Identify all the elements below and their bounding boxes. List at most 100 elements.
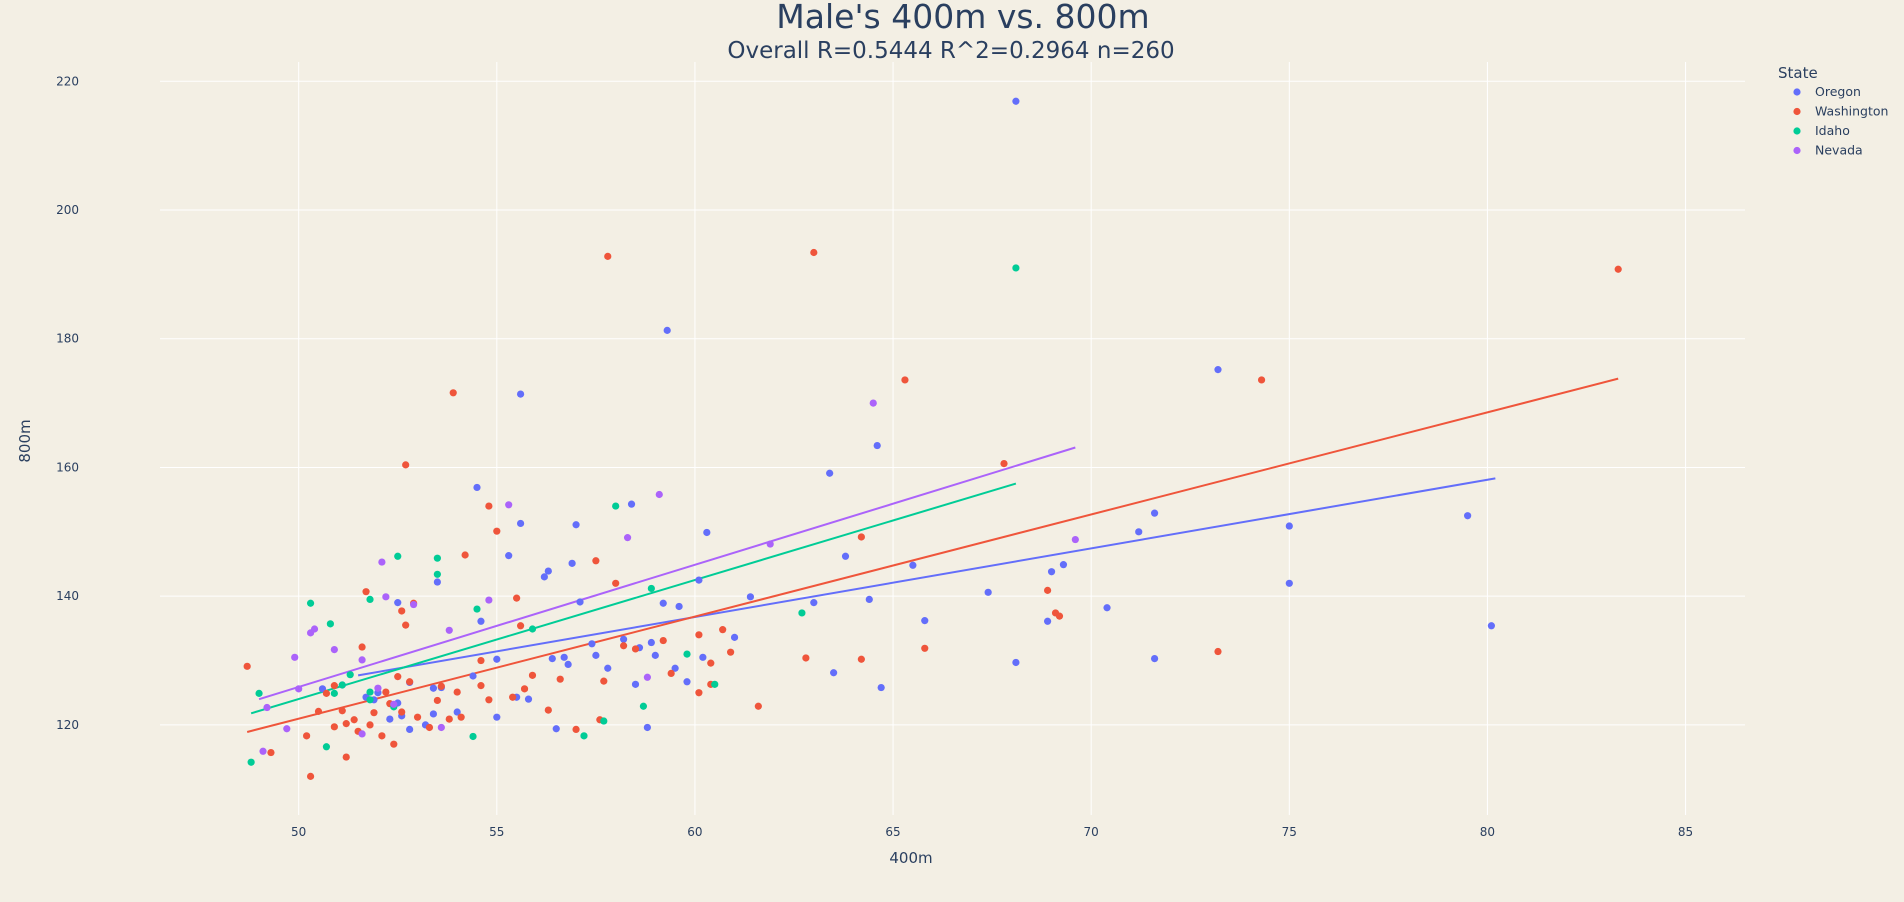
- legend-marker: [1793, 146, 1801, 155]
- point-washington: [600, 677, 608, 685]
- legend-label: Idaho: [1815, 123, 1850, 138]
- point-idaho: [1012, 264, 1020, 272]
- point-nevada: [869, 399, 877, 407]
- point-oregon: [826, 469, 834, 477]
- grid-lines: [160, 62, 1745, 815]
- point-washington: [362, 588, 370, 596]
- point-idaho: [326, 620, 334, 628]
- point-nevada: [485, 596, 493, 604]
- point-idaho: [600, 717, 608, 725]
- point-oregon: [592, 651, 600, 659]
- point-nevada: [358, 656, 366, 664]
- point-idaho: [580, 732, 588, 740]
- point-oregon: [841, 552, 850, 560]
- data-points: [243, 97, 1622, 780]
- x-tick-label: 80: [1480, 825, 1495, 839]
- point-washington: [406, 678, 414, 686]
- point-washington: [322, 689, 331, 697]
- point-washington: [413, 713, 422, 721]
- point-washington: [513, 594, 521, 602]
- point-oregon: [1285, 579, 1293, 587]
- point-idaho: [247, 758, 255, 766]
- point-oregon: [909, 561, 917, 569]
- point-washington: [509, 693, 517, 701]
- point-idaho: [322, 743, 331, 751]
- point-washington: [485, 696, 493, 704]
- point-idaho: [711, 680, 719, 688]
- legend: State Oregon Washington Idaho Nevada: [1778, 64, 1888, 158]
- point-oregon: [663, 326, 671, 334]
- trend-line-washington: [246, 377, 1619, 733]
- point-idaho: [639, 702, 648, 710]
- point-nevada: [310, 625, 319, 633]
- legend-item-washington[interactable]: Washington: [1793, 104, 1888, 119]
- point-nevada: [623, 534, 632, 542]
- point-oregon: [524, 695, 533, 703]
- point-washington: [1214, 647, 1222, 656]
- x-tick-label: 60: [687, 825, 702, 839]
- point-washington: [485, 502, 493, 510]
- point-washington: [516, 622, 525, 630]
- point-washington: [457, 713, 465, 721]
- point-oregon: [568, 559, 576, 567]
- point-washington: [303, 732, 311, 740]
- x-tick-label: 55: [489, 825, 504, 839]
- point-washington: [477, 682, 485, 690]
- point-oregon: [505, 552, 513, 560]
- point-oregon: [631, 680, 640, 688]
- legend-item-nevada[interactable]: Nevada: [1793, 143, 1863, 158]
- point-washington: [453, 688, 461, 696]
- point-washington: [901, 376, 909, 384]
- legend-item-idaho[interactable]: Idaho: [1793, 123, 1850, 138]
- point-washington: [461, 551, 469, 559]
- point-oregon: [1464, 512, 1472, 520]
- point-washington: [802, 654, 810, 662]
- trend-line-idaho: [250, 482, 1017, 715]
- x-axis-ticks: 50 55 60 65 70 75 80 85: [291, 825, 1693, 839]
- point-oregon: [1044, 617, 1052, 625]
- point-washington: [366, 721, 374, 729]
- point-oregon: [1059, 561, 1068, 569]
- point-idaho: [798, 609, 806, 617]
- point-oregon: [548, 655, 556, 663]
- point-oregon: [699, 653, 707, 661]
- point-oregon: [576, 598, 584, 606]
- point-oregon: [1150, 509, 1159, 517]
- point-oregon: [560, 653, 568, 661]
- point-washington: [592, 557, 600, 565]
- point-oregon: [1103, 604, 1111, 612]
- point-idaho: [255, 689, 263, 697]
- point-washington: [445, 715, 453, 723]
- point-washington: [695, 689, 703, 697]
- point-oregon: [493, 655, 501, 663]
- point-washington: [358, 643, 366, 651]
- point-nevada: [374, 684, 382, 692]
- point-oregon: [516, 519, 525, 528]
- point-washington: [754, 702, 762, 710]
- point-idaho: [330, 689, 338, 697]
- legend-marker: [1793, 88, 1801, 96]
- point-nevada: [390, 700, 398, 708]
- point-washington: [810, 248, 818, 257]
- point-nevada: [291, 653, 299, 661]
- point-washington: [243, 662, 251, 670]
- y-axis-ticks: 120 140 160 180 200 220: [56, 74, 79, 732]
- point-idaho: [346, 671, 354, 679]
- point-oregon: [1150, 655, 1159, 663]
- point-washington: [659, 636, 667, 645]
- point-idaho: [433, 554, 441, 562]
- point-oregon: [1135, 528, 1143, 536]
- point-oregon: [620, 635, 628, 643]
- legend-item-oregon[interactable]: Oregon: [1793, 84, 1861, 99]
- point-washington: [433, 696, 441, 705]
- point-idaho: [366, 595, 374, 603]
- point-oregon: [671, 664, 679, 672]
- legend-items: Oregon Washington Idaho Nevada: [1793, 84, 1888, 158]
- x-tick-label: 65: [885, 825, 900, 839]
- point-nevada: [655, 490, 663, 499]
- point-washington: [402, 621, 410, 629]
- point-nevada: [445, 626, 453, 634]
- y-tick-label: 180: [56, 332, 79, 346]
- point-washington: [477, 656, 485, 665]
- chart-title: Male's 400m vs. 800m: [776, 0, 1149, 36]
